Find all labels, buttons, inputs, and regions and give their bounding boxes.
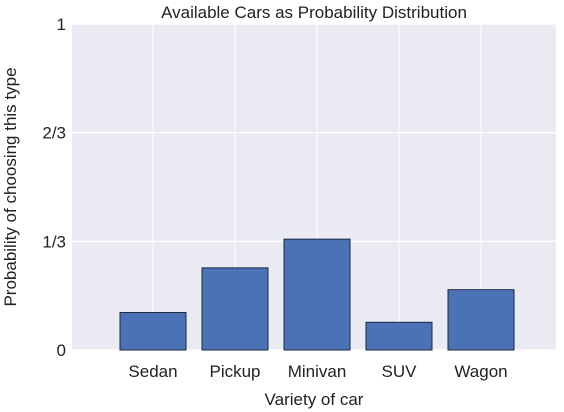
- x-tick-label: Minivan: [288, 362, 347, 381]
- y-axis-label: Probability of choosing this type: [1, 67, 20, 306]
- y-tick-label: 1: [57, 15, 66, 34]
- y-axis-ticks: 0 1/3 2/3 1: [42, 15, 66, 360]
- y-tick-label: 0: [57, 341, 66, 360]
- x-tick-label: Pickup: [209, 362, 260, 381]
- bar-pickup: [201, 267, 269, 351]
- x-tick-label: Wagon: [454, 362, 507, 381]
- x-axis-ticks: Sedan Pickup Minivan SUV Wagon: [128, 362, 507, 381]
- chart-title: Available Cars as Probability Distributi…: [161, 3, 467, 22]
- y-tick-label: 2/3: [42, 124, 66, 143]
- bar-wagon: [447, 289, 515, 351]
- x-axis-label: Variety of car: [265, 390, 364, 409]
- bars: [119, 238, 515, 351]
- y-tick-label: 1/3: [42, 232, 66, 251]
- bar-minivan: [283, 238, 351, 351]
- x-tick-label: Sedan: [128, 362, 177, 381]
- x-tick-label: SUV: [382, 362, 418, 381]
- bar-sedan: [119, 312, 187, 351]
- bar-suv: [365, 321, 433, 351]
